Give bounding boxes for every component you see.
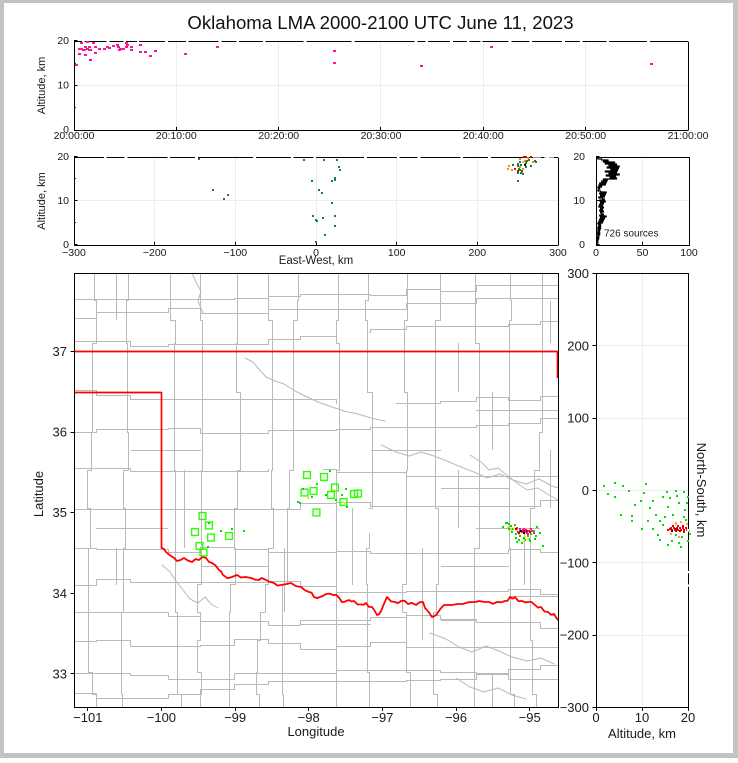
svg-text:200: 200 (469, 247, 487, 259)
svg-text:100: 100 (567, 411, 589, 426)
svg-text:0: 0 (593, 247, 599, 259)
svg-text:Altitude, km: Altitude, km (36, 57, 48, 114)
svg-text:North-South, km: North-South, km (694, 443, 709, 538)
svg-text:0: 0 (592, 710, 599, 725)
svg-text:Latitude: Latitude (31, 471, 46, 517)
svg-text:100: 100 (388, 247, 406, 259)
svg-text:300: 300 (567, 266, 589, 281)
svg-text:−100: −100 (147, 710, 176, 725)
svg-text:100: 100 (680, 247, 698, 259)
svg-text:20: 20 (573, 151, 585, 163)
svg-text:−200: −200 (560, 628, 589, 643)
svg-text:300: 300 (549, 247, 567, 259)
svg-text:20: 20 (57, 35, 69, 47)
svg-text:20:20:00: 20:20:00 (258, 130, 299, 142)
svg-text:Oklahoma LMA 2000-2100 UTC Jun: Oklahoma LMA 2000-2100 UTC June 11, 2023 (187, 12, 573, 33)
svg-text:−96: −96 (445, 710, 467, 725)
svg-text:−98: −98 (298, 710, 320, 725)
svg-text:−101: −101 (73, 710, 102, 725)
svg-text:21:00:00: 21:00:00 (668, 130, 709, 142)
svg-text:−95: −95 (519, 710, 541, 725)
svg-text:0: 0 (579, 239, 585, 251)
svg-text:20:00:00: 20:00:00 (54, 130, 95, 142)
svg-text:Altitude, km: Altitude, km (36, 172, 48, 229)
svg-text:10: 10 (57, 80, 69, 92)
svg-text:0: 0 (313, 247, 319, 259)
svg-text:−99: −99 (224, 710, 246, 725)
svg-text:Altitude, km: Altitude, km (608, 726, 676, 741)
svg-text:50: 50 (637, 247, 649, 259)
svg-text:0: 0 (63, 239, 69, 251)
svg-text:20: 20 (57, 151, 69, 163)
svg-text:−100: −100 (560, 555, 589, 570)
svg-text:37: 37 (53, 344, 67, 359)
svg-text:−97: −97 (371, 710, 393, 725)
svg-text:36: 36 (53, 425, 67, 440)
svg-text:10: 10 (57, 195, 69, 207)
svg-text:33: 33 (53, 666, 67, 681)
svg-text:10: 10 (573, 195, 585, 207)
svg-text:20: 20 (681, 710, 695, 725)
svg-text:Longitude: Longitude (287, 724, 344, 739)
svg-text:20:50:00: 20:50:00 (565, 130, 606, 142)
svg-text:726 sources: 726 sources (604, 229, 658, 240)
svg-text:10: 10 (635, 710, 649, 725)
svg-text:−100: −100 (223, 247, 247, 259)
svg-text:20:30:00: 20:30:00 (361, 130, 402, 142)
svg-text:35: 35 (53, 505, 67, 520)
svg-text:−300: −300 (62, 247, 86, 259)
svg-text:0: 0 (582, 483, 589, 498)
svg-text:−300: −300 (560, 700, 589, 715)
svg-text:East-West, km: East-West, km (279, 255, 354, 267)
svg-text:−200: −200 (143, 247, 167, 259)
svg-text:20:10:00: 20:10:00 (156, 130, 197, 142)
svg-text:34: 34 (53, 586, 67, 601)
svg-text:20:40:00: 20:40:00 (463, 130, 504, 142)
svg-text:0: 0 (63, 124, 69, 136)
svg-text:200: 200 (567, 338, 589, 353)
